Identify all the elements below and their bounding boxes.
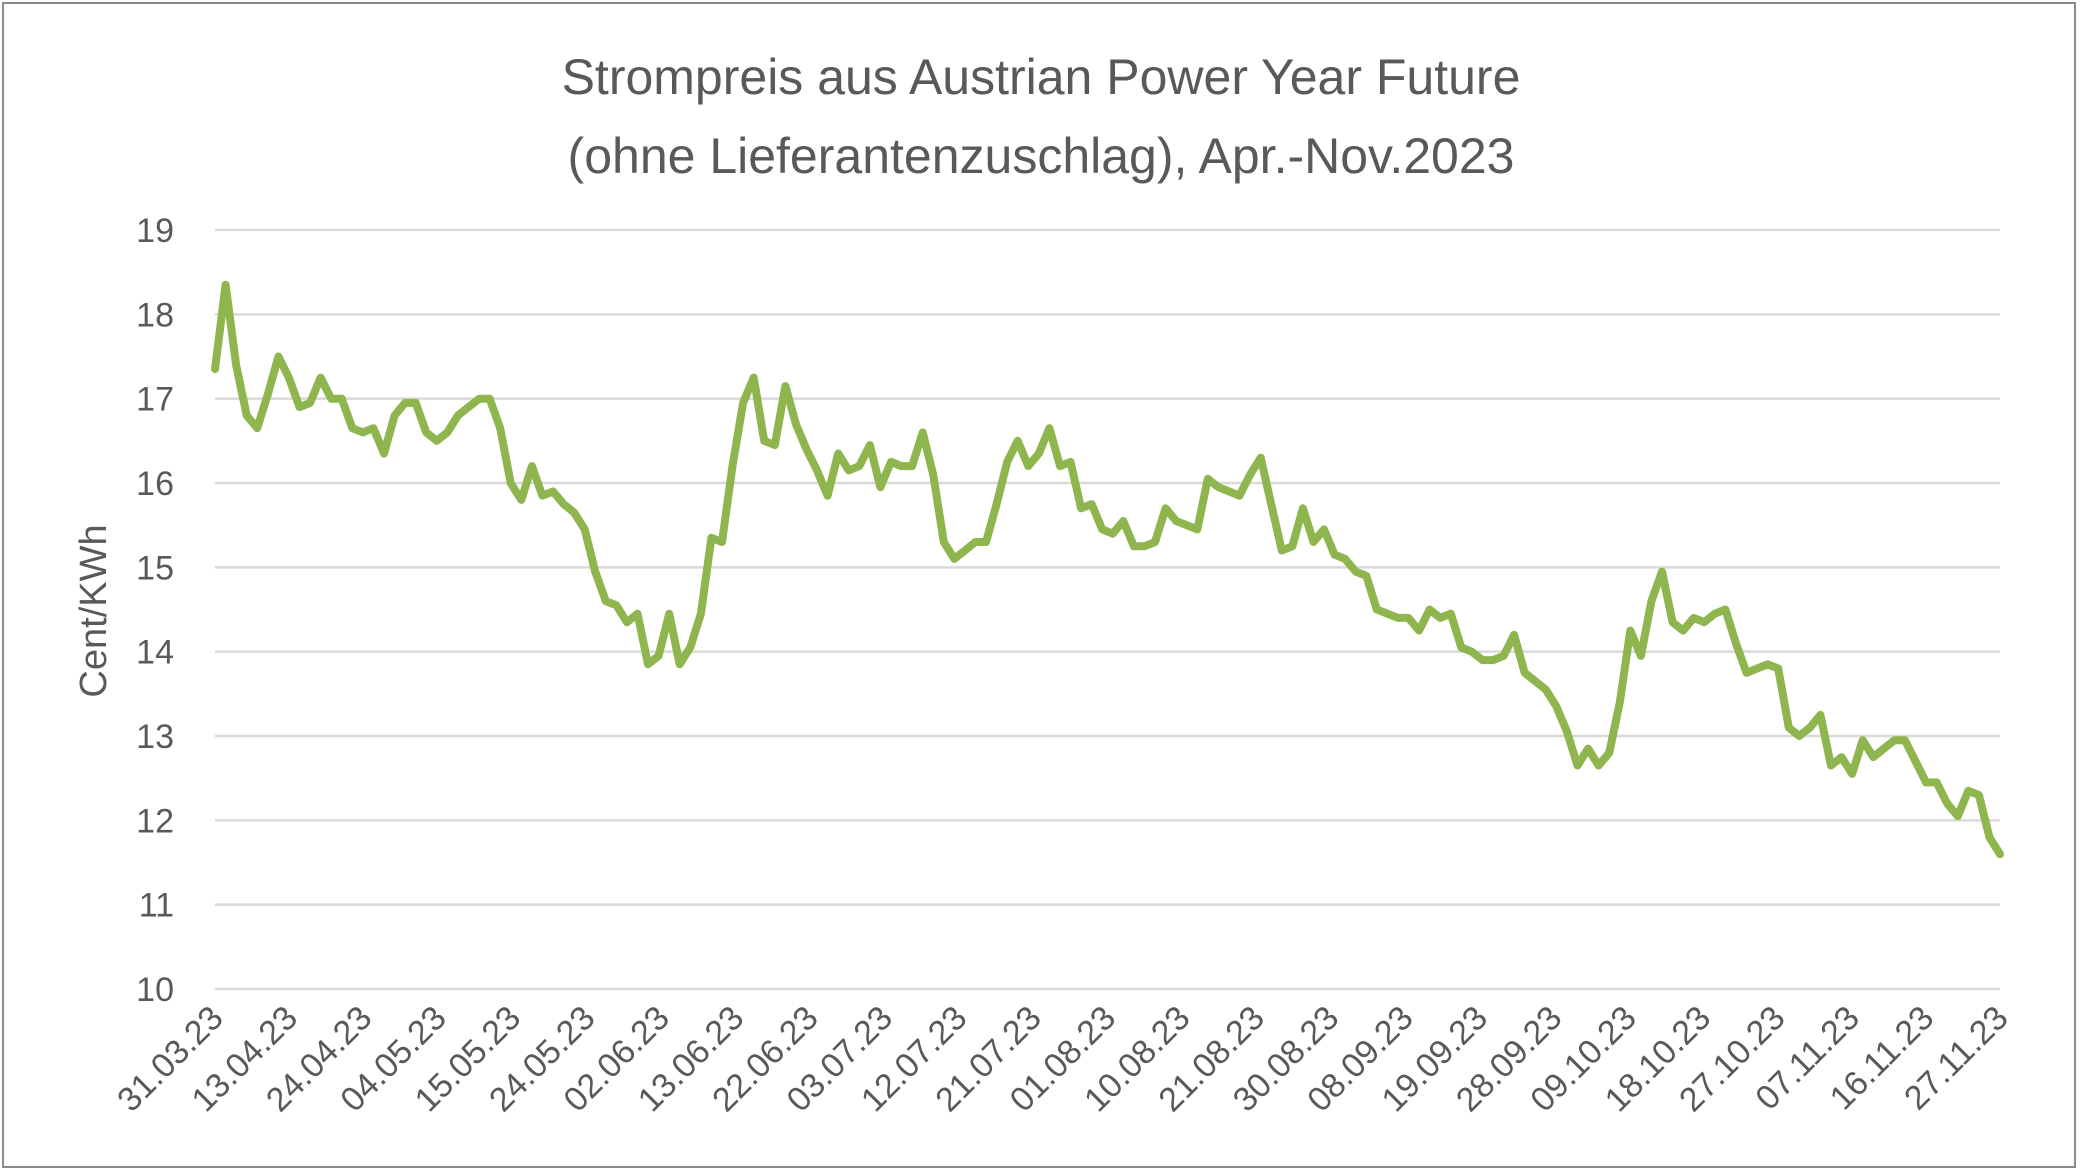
y-tick-label: 13 — [136, 718, 174, 756]
y-tick-label: 11 — [139, 887, 174, 925]
x-tick-labels: 31.03.2313.04.2324.04.2304.05.2315.05.23… — [110, 999, 2015, 1119]
chart-title-line-2: (ohne Lieferantenzuschlag), Apr.-Nov.202… — [568, 128, 1515, 184]
y-tick-label: 17 — [136, 381, 174, 419]
y-tick-label: 12 — [136, 802, 174, 840]
y-tick-label: 10 — [136, 971, 174, 1009]
y-tick-label: 14 — [136, 634, 174, 672]
gridlines — [215, 228, 2000, 991]
y-tick-label: 18 — [136, 296, 174, 334]
chart-title-line-1: Strompreis aus Austrian Power Year Futur… — [562, 49, 1521, 105]
y-axis-title: Cent/KWh — [73, 524, 115, 697]
y-tick-label: 16 — [136, 465, 174, 503]
y-tick-label: 15 — [136, 549, 174, 587]
y-tick-label: 19 — [136, 212, 174, 250]
series-layer — [211, 280, 2004, 859]
price-line — [211, 280, 2004, 859]
y-tick-labels: 19 18 17 16 15 14 13 12 11 10 — [136, 212, 174, 1009]
